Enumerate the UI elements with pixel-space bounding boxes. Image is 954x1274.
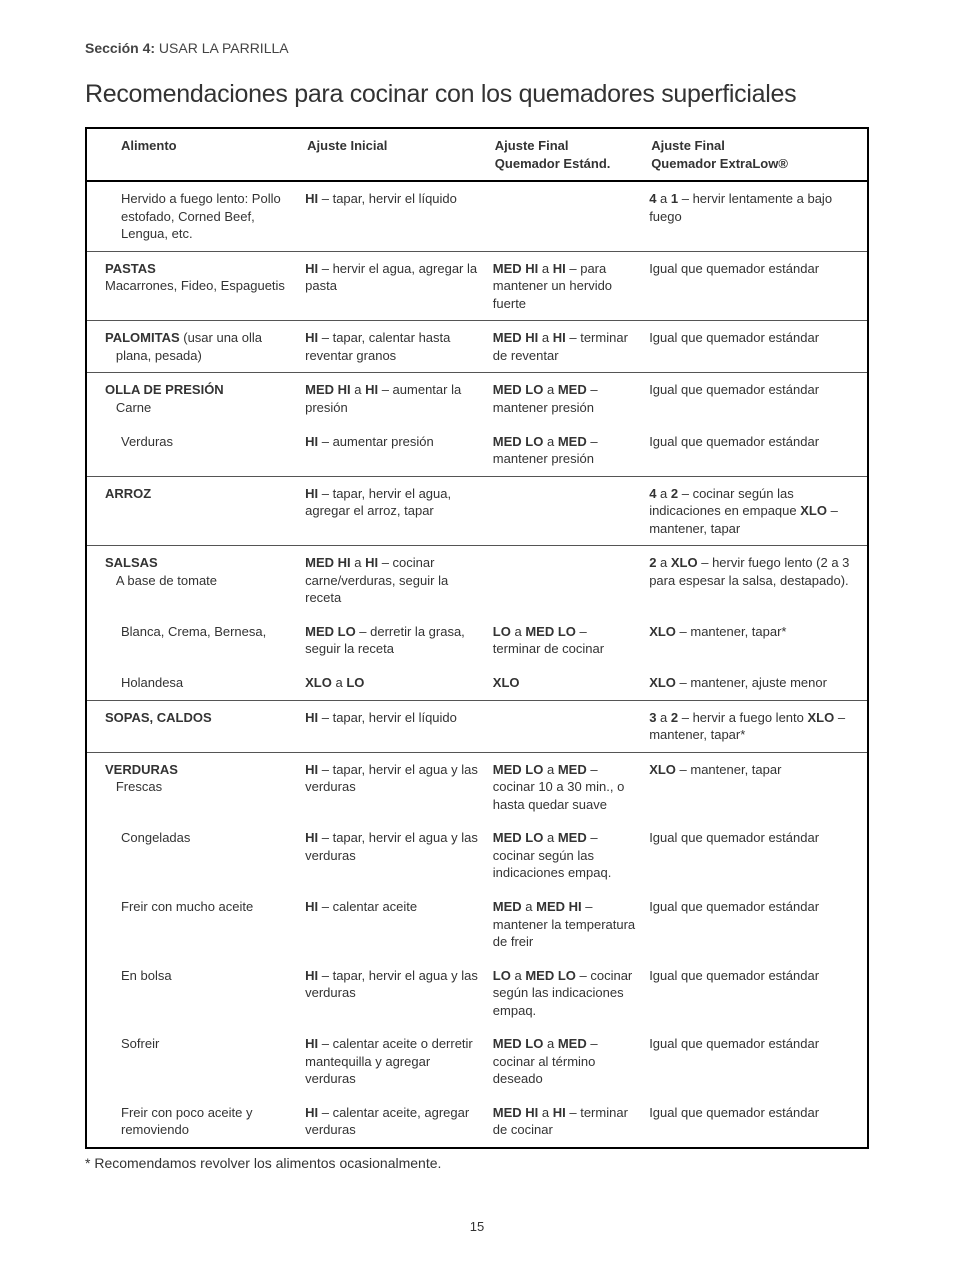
table-row: Freir con mucho aceiteHI – calentar acei… xyxy=(86,890,868,959)
table-row: Blanca, Crema, Bernesa,MED LO – derretir… xyxy=(86,615,868,666)
th-final-std: Ajuste Final Quemador Estánd. xyxy=(485,128,641,181)
table-cell: MED LO a MED – mantener presión xyxy=(485,373,641,425)
table-cell: Verduras xyxy=(86,425,297,477)
table-cell: MED LO a MED – cocinar según las indicac… xyxy=(485,821,641,890)
th-initial: Ajuste Inicial xyxy=(297,128,485,181)
table-cell: Freir con mucho aceite xyxy=(86,890,297,959)
table-cell: SOPAS, CALDOS xyxy=(86,700,297,752)
table-row: PALOMITAS (usar una olla plana, pesada)H… xyxy=(86,321,868,373)
table-row: Hervido a fuego lento: Pollo estofado, C… xyxy=(86,181,868,251)
table-cell: HI – tapar, hervir el agua y las verdura… xyxy=(297,752,485,821)
table-row: HolandesaXLO a LOXLOXLO – mantener, ajus… xyxy=(86,666,868,700)
table-cell: Congeladas xyxy=(86,821,297,890)
table-cell: Blanca, Crema, Bernesa, xyxy=(86,615,297,666)
table-cell: ARROZ xyxy=(86,476,297,546)
table-cell: Holandesa xyxy=(86,666,297,700)
footnote: * Recomendamos revolver los alimentos oc… xyxy=(85,1155,869,1171)
table-cell: Sofreir xyxy=(86,1027,297,1096)
table-cell: VERDURAS Frescas xyxy=(86,752,297,821)
table-cell: 4 a 1 – hervir lentamente a bajo fuego xyxy=(641,181,868,251)
table-cell: SALSAS A base de tomate xyxy=(86,546,297,615)
table-cell: 2 a XLO – hervir fuego lento (2 a 3 para… xyxy=(641,546,868,615)
table-cell: HI – tapar, hervir el líquido xyxy=(297,700,485,752)
table-header-row: Alimento Ajuste Inicial Ajuste Final Que… xyxy=(86,128,868,181)
table-row: SALSAS A base de tomateMED HI a HI – coc… xyxy=(86,546,868,615)
table-cell xyxy=(485,700,641,752)
table-cell: Igual que quemador estándar xyxy=(641,1027,868,1096)
table-cell: MED HI a HI – cocinar carne/verduras, se… xyxy=(297,546,485,615)
table-cell: Igual que quemador estándar xyxy=(641,959,868,1028)
table-cell: MED HI a HI – aumentar la presión xyxy=(297,373,485,425)
th-food: Alimento xyxy=(86,128,297,181)
table-cell: Igual que quemador estándar xyxy=(641,251,868,321)
table-row: SofreirHI – calentar aceite o derretir m… xyxy=(86,1027,868,1096)
table-cell: MED HI a HI – para mantener un hervido f… xyxy=(485,251,641,321)
table-cell: MED LO a MED – cocinar al término desead… xyxy=(485,1027,641,1096)
table-cell: MED LO a MED – cocinar 10 a 30 min., o h… xyxy=(485,752,641,821)
table-cell: OLLA DE PRESIÓN Carne xyxy=(86,373,297,425)
table-cell: HI – tapar, hervir el agua y las verdura… xyxy=(297,959,485,1028)
table-cell: Freir con poco aceite y removiendo xyxy=(86,1096,297,1148)
table-cell: MED LO – derretir la grasa, seguir la re… xyxy=(297,615,485,666)
table-cell: XLO – mantener, ajuste menor xyxy=(641,666,868,700)
table-cell: Hervido a fuego lento: Pollo estofado, C… xyxy=(86,181,297,251)
table-cell: PALOMITAS (usar una olla plana, pesada) xyxy=(86,321,297,373)
table-cell: HI – tapar, hervir el agua, agregar el a… xyxy=(297,476,485,546)
table-cell: HI – aumentar presión xyxy=(297,425,485,477)
table-cell: XLO – mantener, tapar xyxy=(641,752,868,821)
section-label-bold: Sección 4: xyxy=(85,40,155,56)
table-row: CongeladasHI – tapar, hervir el agua y l… xyxy=(86,821,868,890)
table-cell: MED a MED HI – mantener la temperatura d… xyxy=(485,890,641,959)
table-row: En bolsaHI – tapar, hervir el agua y las… xyxy=(86,959,868,1028)
table-cell: Igual que quemador estándar xyxy=(641,321,868,373)
table-cell: MED HI a HI – terminar de cocinar xyxy=(485,1096,641,1148)
table-row: ARROZHI – tapar, hervir el agua, agregar… xyxy=(86,476,868,546)
table-row: VERDURAS FrescasHI – tapar, hervir el ag… xyxy=(86,752,868,821)
section-label: Sección 4: USAR LA PARRILLA xyxy=(85,40,869,56)
table-cell: Igual que quemador estándar xyxy=(641,890,868,959)
table-cell: HI – tapar, hervir el líquido xyxy=(297,181,485,251)
table-cell: 3 a 2 – hervir a fuego lento XLO – mante… xyxy=(641,700,868,752)
table-cell: XLO – mantener, tapar* xyxy=(641,615,868,666)
table-cell xyxy=(485,546,641,615)
section-label-rest: USAR LA PARRILLA xyxy=(155,40,289,56)
table-cell: HI – calentar aceite o derretir mantequi… xyxy=(297,1027,485,1096)
th-final-xlo: Ajuste Final Quemador ExtraLow® xyxy=(641,128,868,181)
table-cell: Igual que quemador estándar xyxy=(641,425,868,477)
cooking-table: Alimento Ajuste Inicial Ajuste Final Que… xyxy=(85,127,869,1149)
table-row: Freir con poco aceite y removiendoHI – c… xyxy=(86,1096,868,1148)
table-cell: HI – calentar aceite xyxy=(297,890,485,959)
table-cell: HI – tapar, hervir el agua y las verdura… xyxy=(297,821,485,890)
table-cell: HI – hervir el agua, agregar la pasta xyxy=(297,251,485,321)
table-cell: XLO xyxy=(485,666,641,700)
table-row: VerdurasHI – aumentar presiónMED LO a ME… xyxy=(86,425,868,477)
table-cell: PASTASMacarrones, Fideo, Espaguetis xyxy=(86,251,297,321)
table-cell xyxy=(485,476,641,546)
table-cell: MED LO a MED – mantener presión xyxy=(485,425,641,477)
table-cell: MED HI a HI – terminar de reventar xyxy=(485,321,641,373)
table-cell: Igual que quemador estándar xyxy=(641,373,868,425)
table-cell: HI – tapar, calentar hasta reventar gran… xyxy=(297,321,485,373)
table-cell: LO a MED LO – cocinar según las indicaci… xyxy=(485,959,641,1028)
table-body: Hervido a fuego lento: Pollo estofado, C… xyxy=(86,181,868,1148)
table-cell: XLO a LO xyxy=(297,666,485,700)
table-cell: LO a MED LO – terminar de cocinar xyxy=(485,615,641,666)
table-cell: HI – calentar aceite, agregar verduras xyxy=(297,1096,485,1148)
table-cell: Igual que quemador estándar xyxy=(641,1096,868,1148)
table-row: SOPAS, CALDOSHI – tapar, hervir el líqui… xyxy=(86,700,868,752)
page-title: Recomendaciones para cocinar con los que… xyxy=(85,80,869,109)
table-row: OLLA DE PRESIÓN CarneMED HI a HI – aumen… xyxy=(86,373,868,425)
table-cell: En bolsa xyxy=(86,959,297,1028)
table-cell xyxy=(485,181,641,251)
table-cell: Igual que quemador estándar xyxy=(641,821,868,890)
table-cell: 4 a 2 – cocinar según las indicaciones e… xyxy=(641,476,868,546)
table-row: PASTASMacarrones, Fideo, EspaguetisHI – … xyxy=(86,251,868,321)
page-number: 15 xyxy=(85,1219,869,1234)
